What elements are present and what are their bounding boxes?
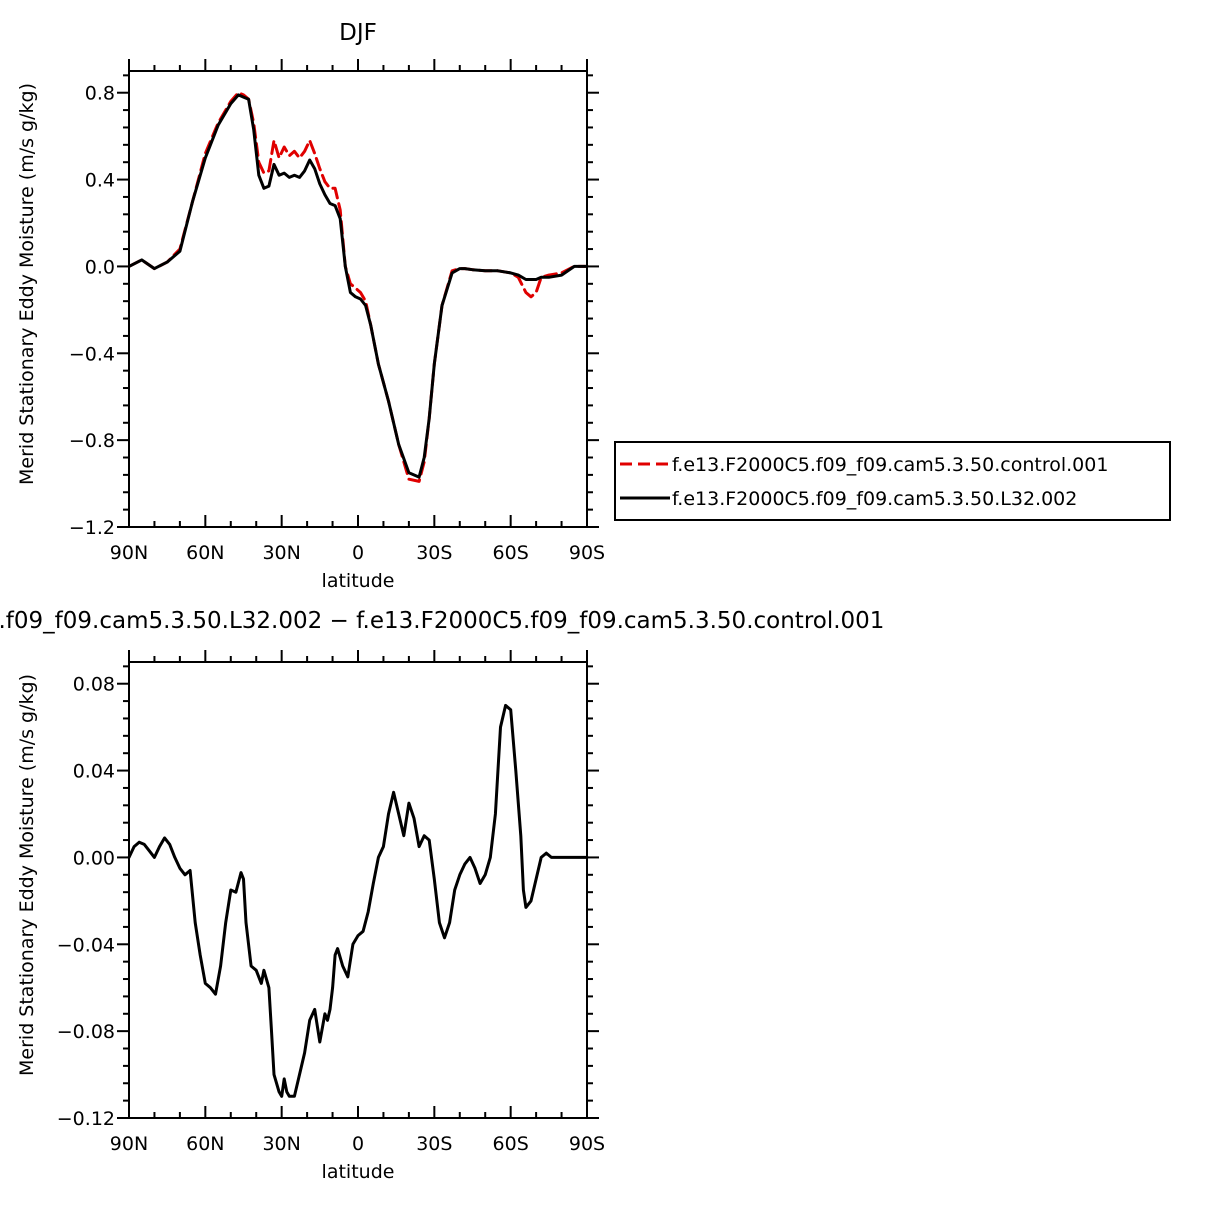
- l32-series-line: [127, 93, 589, 479]
- y-tick-label: 0.0: [85, 256, 115, 278]
- x-tick-label: 90N: [110, 1133, 148, 1155]
- y-tick-label: −0.8: [69, 430, 115, 452]
- bottom-chart-y-tick-labels: 0.08 0.04 0.00 −0.04 −0.08 −0.12: [57, 674, 115, 1130]
- legend-label: f.e13.F2000C5.f09_f09.cam5.3.50.control.…: [672, 454, 1108, 476]
- x-tick-label: 60N: [186, 1133, 224, 1155]
- top-chart-x-tick-labels: 90N 60N 30N 0 30S 60S 90S: [110, 542, 605, 564]
- l32-series-line: [127, 703, 589, 1098]
- x-tick-label: 60S: [493, 1133, 529, 1155]
- bottom-chart: f.e13.F2000C5.f09_f09.cam5.3.50.L32.002 …: [0, 608, 884, 1183]
- y-tick-label: 0.00: [73, 847, 115, 869]
- top-chart-y-tick-labels: 0.8 0.4 0.0 −0.4 −0.8 −1.2: [69, 83, 115, 539]
- y-tick-label: −1.2: [69, 517, 115, 539]
- bottom-chart-plot-frame: [128, 661, 588, 1119]
- x-tick-label: 30N: [262, 542, 300, 564]
- y-tick-label: 0.04: [73, 761, 115, 783]
- x-tick-label: 90S: [569, 542, 605, 564]
- x-tick-label: 90N: [110, 542, 148, 564]
- control-series-line: [127, 91, 589, 483]
- y-tick-label: 0.08: [73, 674, 115, 696]
- legend: f.e13.F2000C5.f09_f09.cam5.3.50.control.…: [614, 441, 1171, 521]
- x-tick-label: 60S: [493, 542, 529, 564]
- x-tick-label: 30N: [262, 1133, 300, 1155]
- x-tick-label: 0: [352, 1133, 364, 1155]
- top-chart-y-axis-label: Merid Stationary Eddy Moisture (m/s g/kg…: [16, 83, 38, 485]
- top-chart: DJF 0.8 0.4 0.0 −0.4 −0.8 −1.2 90N 60N 30N 0 30S 6…: [16, 20, 1171, 592]
- bottom-chart-x-tick-labels: 90N 60N 30N 0 30S 60S 90S: [110, 1133, 605, 1155]
- top-chart-x-axis-label: latitude: [322, 570, 395, 592]
- x-tick-label: 90S: [569, 1133, 605, 1155]
- bottom-chart-title: f.e13.F2000C5.f09_f09.cam5.3.50.L32.002 …: [0, 608, 884, 634]
- x-tick-label: 30S: [416, 1133, 452, 1155]
- y-tick-label: −0.04: [57, 934, 115, 956]
- top-chart-series: [127, 91, 589, 483]
- bottom-chart-ticks: [117, 650, 599, 1119]
- y-tick-label: 0.8: [85, 83, 115, 105]
- x-tick-label: 60N: [186, 542, 224, 564]
- legend-label: f.e13.F2000C5.f09_f09.cam5.3.50.L32.002: [672, 488, 1077, 510]
- top-chart-plot-frame: [128, 70, 588, 528]
- legend-box: [614, 441, 1171, 521]
- y-tick-label: −0.4: [69, 343, 115, 365]
- x-tick-label: 30S: [416, 542, 452, 564]
- bottom-chart-series: [127, 703, 589, 1098]
- x-tick-label: 0: [352, 542, 364, 564]
- bottom-chart-x-axis-label: latitude: [322, 1161, 395, 1183]
- top-chart-title: DJF: [339, 20, 377, 46]
- y-tick-label: −0.12: [57, 1108, 115, 1130]
- y-tick-label: −0.08: [57, 1021, 115, 1043]
- y-tick-label: 0.4: [85, 170, 115, 192]
- bottom-chart-y-axis-label: Merid Stationary Eddy Moisture (m/s g/kg…: [16, 674, 38, 1076]
